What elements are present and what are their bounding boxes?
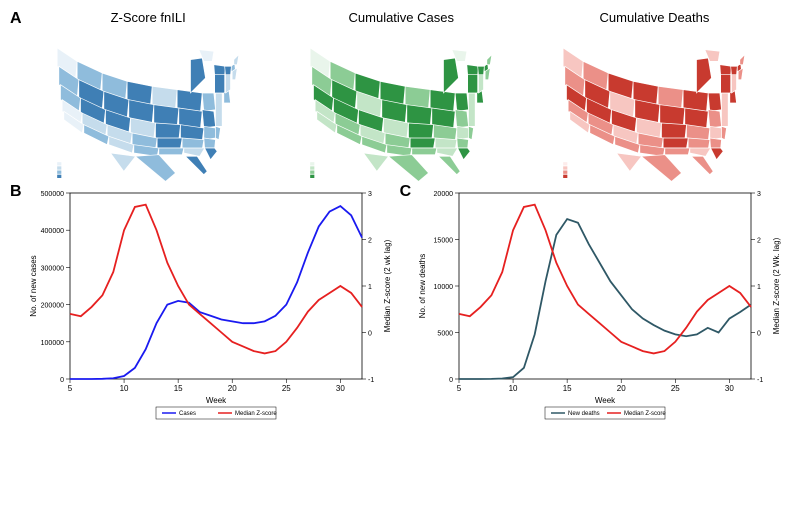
svg-text:Median Z-score (2 Wk. lag): Median Z-score (2 Wk. lag): [772, 237, 781, 334]
map-section-2: Cumulative Cases: [275, 10, 528, 183]
svg-text:20: 20: [617, 384, 626, 393]
chart-b: 5101520253001000002000003000004000005000…: [26, 183, 396, 423]
svg-text:1: 1: [757, 284, 761, 291]
svg-text:2: 2: [757, 238, 761, 245]
svg-text:No. of new cases: No. of new cases: [29, 255, 38, 316]
chart-section-b: B 51015202530010000020000030000040000050…: [10, 183, 396, 423]
svg-text:30: 30: [725, 384, 734, 393]
svg-text:25: 25: [281, 384, 290, 393]
svg-text:30: 30: [335, 384, 344, 393]
svg-text:0: 0: [757, 331, 761, 338]
svg-text:10: 10: [119, 384, 128, 393]
svg-text:20000: 20000: [434, 191, 454, 198]
svg-text:0: 0: [60, 377, 64, 384]
svg-text:15: 15: [563, 384, 572, 393]
svg-text:3: 3: [368, 191, 372, 198]
svg-text:20: 20: [227, 384, 236, 393]
svg-text:3: 3: [757, 191, 761, 198]
svg-text:10: 10: [509, 384, 518, 393]
map-1: [33, 33, 263, 183]
svg-text:New deaths: New deaths: [568, 411, 600, 417]
panel-a-row: A Z-Score fnILI Cumulative Cases Cumulat…: [10, 10, 781, 183]
svg-text:Median Z-score (2 wk lag): Median Z-score (2 wk lag): [383, 239, 392, 332]
map-section-3: Cumulative Deaths: [528, 10, 781, 183]
map-title-1: Z-Score fnILI: [111, 10, 186, 25]
svg-text:0: 0: [449, 377, 453, 384]
panel-bc-row: B 51015202530010000020000030000040000050…: [10, 183, 781, 423]
svg-text:-1: -1: [757, 377, 763, 384]
svg-text:5: 5: [67, 384, 72, 393]
chart-c: 5 10 15 20 25 30 0 5000 10000 15000 20000 -1 0 1 2 3 Wee…: [415, 183, 785, 423]
panel-c-label: C: [400, 183, 412, 201]
panel-b-label: B: [10, 183, 22, 201]
svg-text:Median Z-score: Median Z-score: [235, 411, 277, 417]
map-2: [286, 33, 516, 183]
svg-text:-1: -1: [368, 377, 374, 384]
svg-text:25: 25: [671, 384, 680, 393]
chart-section-c: C 5 10 15 20 25 30 0 5000 10000 15000 20000 -1 0 1 2 3 W…: [400, 183, 786, 423]
svg-text:Cases: Cases: [179, 411, 196, 417]
map-3: [539, 33, 769, 183]
svg-text:2: 2: [368, 238, 372, 245]
map-title-2: Cumulative Cases: [349, 10, 455, 25]
svg-text:Week: Week: [595, 396, 616, 405]
svg-text:200000: 200000: [40, 303, 63, 310]
panel-a-label: A: [10, 10, 22, 28]
svg-text:500000: 500000: [40, 191, 63, 198]
svg-text:5: 5: [457, 384, 462, 393]
svg-text:Median Z-score: Median Z-score: [624, 411, 666, 417]
svg-text:10000: 10000: [434, 284, 454, 291]
svg-text:5000: 5000: [438, 331, 454, 338]
svg-text:1: 1: [368, 284, 372, 291]
map-section-1: Z-Score fnILI: [22, 10, 275, 183]
svg-text:400000: 400000: [40, 228, 63, 235]
svg-text:0: 0: [368, 331, 372, 338]
svg-text:100000: 100000: [40, 340, 63, 347]
svg-text:15: 15: [173, 384, 182, 393]
svg-text:No. of new deaths: No. of new deaths: [418, 254, 427, 318]
svg-text:15000: 15000: [434, 238, 454, 245]
map-title-3: Cumulative Deaths: [600, 10, 710, 25]
svg-text:Week: Week: [205, 396, 226, 405]
svg-text:300000: 300000: [40, 265, 63, 272]
